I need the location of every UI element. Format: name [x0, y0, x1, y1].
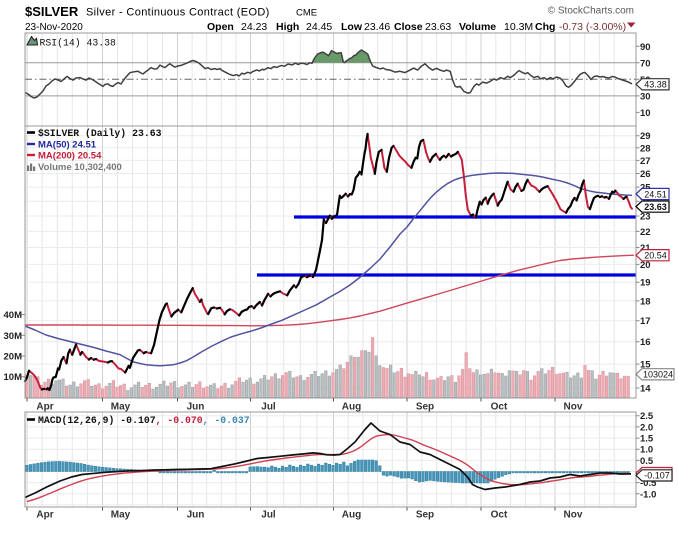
svg-text:14: 14: [640, 384, 651, 395]
svg-text:27: 27: [640, 156, 651, 167]
svg-text:24.23: 24.23: [241, 21, 267, 33]
svg-text:Apr: Apr: [36, 510, 53, 521]
svg-text:-0.5: -0.5: [640, 478, 657, 489]
svg-text:1.5: 1.5: [640, 434, 654, 445]
svg-text:30: 30: [640, 91, 651, 102]
svg-text:10M: 10M: [4, 372, 23, 383]
svg-text:2.5: 2.5: [640, 411, 654, 422]
svg-text:16: 16: [640, 337, 651, 348]
svg-text:Aug: Aug: [342, 402, 361, 413]
svg-text:© StockCharts.com: © StockCharts.com: [548, 6, 634, 17]
svg-text:Silver - Continuous Contract (: Silver - Continuous Contract (EOD): [86, 7, 270, 19]
svg-text:2.0: 2.0: [640, 422, 653, 433]
svg-text:May: May: [111, 402, 131, 413]
svg-text:Oct: Oct: [491, 510, 508, 521]
svg-text:43.38: 43.38: [644, 80, 667, 90]
svg-text:40M: 40M: [4, 310, 23, 321]
svg-text:Apr: Apr: [36, 402, 53, 413]
svg-text:15: 15: [640, 360, 651, 371]
svg-text:19: 19: [640, 278, 651, 289]
svg-text:Volume 10,302,400: Volume 10,302,400: [38, 162, 122, 173]
svg-text:24.45: 24.45: [306, 21, 332, 33]
svg-text:20.54: 20.54: [644, 251, 667, 261]
svg-text:High: High: [276, 21, 299, 33]
svg-text:103024: 103024: [643, 370, 673, 380]
svg-text:-0.107: -0.107: [644, 471, 670, 481]
svg-text:24.51: 24.51: [644, 189, 667, 199]
svg-text:MA(200) 20.54: MA(200) 20.54: [38, 151, 102, 162]
svg-text:-0.73 (-3.00%): -0.73 (-3.00%): [559, 21, 626, 33]
svg-text:Open: Open: [207, 21, 234, 33]
svg-text:1.0: 1.0: [640, 445, 653, 456]
svg-text:23: 23: [640, 212, 651, 223]
svg-text:10: 10: [640, 108, 651, 119]
svg-text:Nov: Nov: [564, 402, 583, 413]
svg-text:26: 26: [640, 169, 651, 180]
svg-text:21: 21: [640, 243, 651, 254]
svg-text:Aug: Aug: [342, 510, 361, 521]
svg-text:90: 90: [640, 42, 651, 53]
svg-text:CME: CME: [296, 8, 317, 19]
svg-text:29: 29: [640, 131, 651, 142]
svg-text:Sep: Sep: [416, 402, 434, 413]
svg-text:18: 18: [640, 296, 651, 307]
svg-text:Jul: Jul: [261, 510, 276, 521]
svg-text:Sep: Sep: [416, 510, 434, 521]
svg-text:28: 28: [640, 143, 651, 154]
svg-text:20: 20: [640, 260, 651, 271]
svg-text:20M: 20M: [4, 352, 23, 363]
svg-text:$SILVER: $SILVER: [25, 4, 79, 19]
svg-text:Low: Low: [341, 21, 363, 33]
svg-text:MACD(12,26,9) -0.107, -0.070,: MACD(12,26,9) -0.107, -0.070, -0.037: [38, 415, 250, 426]
svg-text:30M: 30M: [4, 331, 23, 342]
svg-text:23.63: 23.63: [425, 21, 451, 33]
svg-text:Jun: Jun: [187, 402, 205, 413]
svg-text:$SILVER (Daily) 23.63: $SILVER (Daily) 23.63: [38, 128, 162, 139]
svg-text:23.63: 23.63: [644, 202, 667, 212]
svg-text:MA(50) 24.51: MA(50) 24.51: [38, 140, 97, 151]
svg-text:23-Nov-2020: 23-Nov-2020: [25, 22, 83, 33]
svg-text:Volume: Volume: [459, 21, 496, 33]
svg-text:10.3M: 10.3M: [504, 21, 533, 33]
svg-text:May: May: [111, 510, 131, 521]
svg-text:70: 70: [640, 58, 651, 69]
svg-text:Jul: Jul: [261, 402, 276, 413]
svg-text:22: 22: [640, 227, 651, 238]
svg-text:RSI(14) 43.38: RSI(14) 43.38: [40, 38, 117, 49]
svg-text:17: 17: [640, 316, 651, 327]
svg-text:Jun: Jun: [187, 510, 205, 521]
svg-text:Chg: Chg: [535, 21, 555, 33]
svg-text:Close: Close: [394, 21, 423, 33]
svg-text:Oct: Oct: [491, 402, 508, 413]
svg-text:23.46: 23.46: [364, 21, 390, 33]
svg-text:-1.0: -1.0: [640, 489, 656, 500]
svg-text:0.5: 0.5: [640, 456, 654, 467]
svg-text:Nov: Nov: [564, 510, 583, 521]
